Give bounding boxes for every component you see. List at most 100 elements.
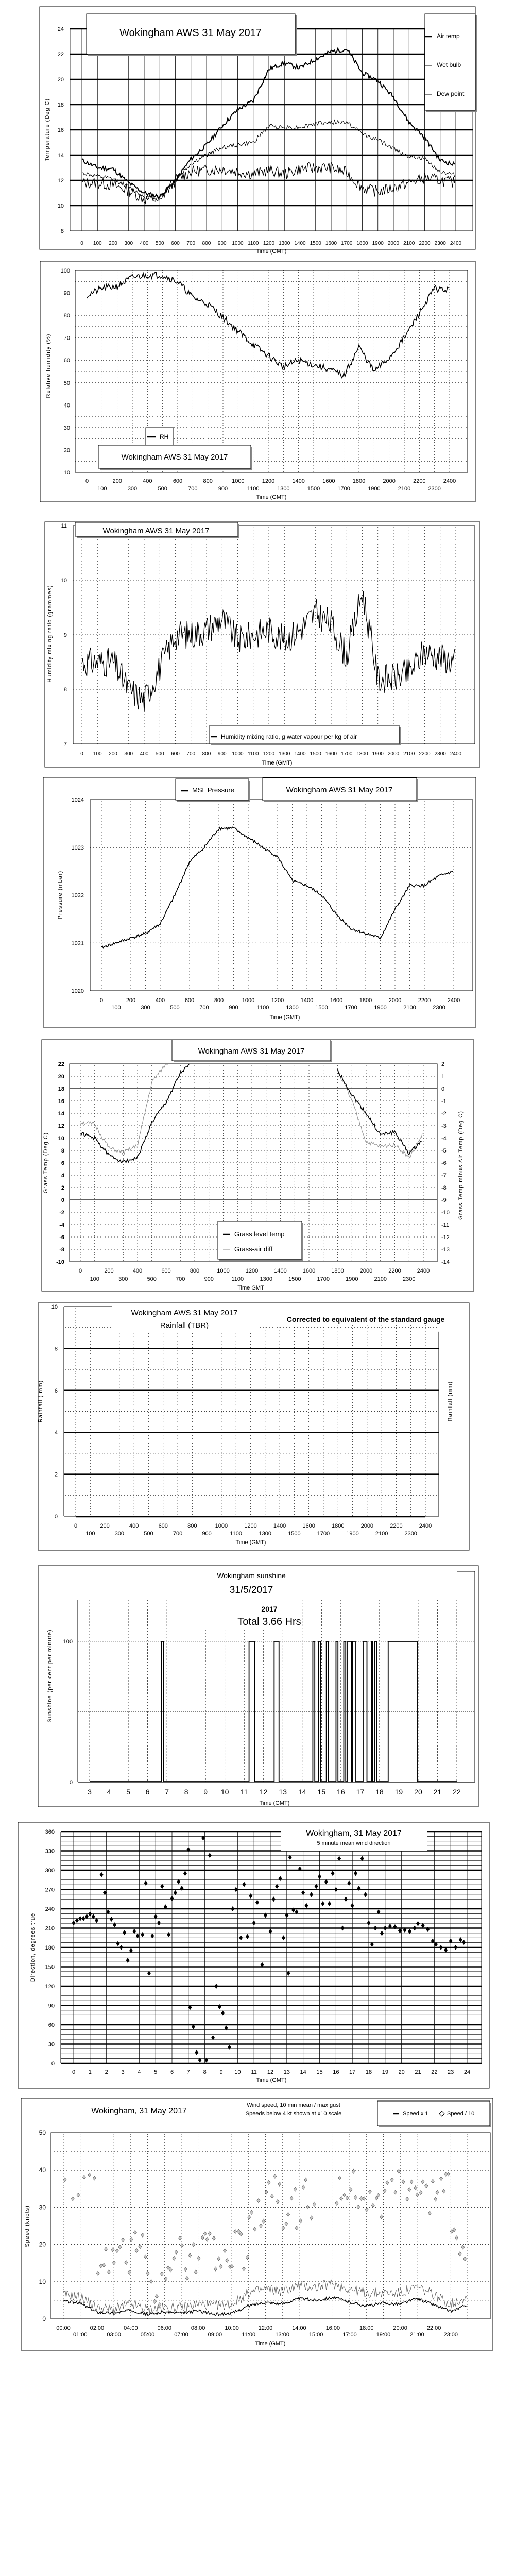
data-point: [135, 1933, 140, 1939]
x-tick: 1500: [310, 241, 322, 246]
x-tick: 1400: [273, 1523, 286, 1529]
x-tick: 1400: [301, 997, 313, 1004]
data-point: [447, 2172, 450, 2177]
x-axis-label: Time (GMT): [236, 1539, 266, 1546]
data-point: [164, 2276, 168, 2281]
x-tick: 2300: [435, 241, 447, 246]
x-tick: 13:00: [275, 2332, 289, 2338]
x-tick: 1800: [359, 997, 372, 1004]
y-tick: -2: [59, 1210, 64, 1216]
x-tick: 1400: [294, 751, 306, 757]
y-axis-label: Grass Temp (Deg C): [43, 1132, 49, 1194]
x-axis-label: Time (GMT): [255, 2341, 286, 2347]
x-tick: 22:00: [427, 2325, 441, 2331]
data-point: [153, 2299, 157, 2304]
data-point: [281, 2225, 285, 2231]
x-tick: 400: [129, 1523, 139, 1529]
data-point: [109, 1917, 113, 1922]
chart-date: 31/5/2017: [230, 1585, 273, 1596]
data-point: [362, 2196, 366, 2201]
data-point: [201, 1835, 205, 1841]
data-point: [107, 2269, 111, 2275]
x-tick: 00:00: [56, 2325, 71, 2331]
y-tick-right: 2: [441, 1061, 444, 1067]
data-point: [347, 1880, 351, 1886]
x-tick: 900: [218, 241, 227, 246]
data-point: [157, 1920, 161, 1926]
y-tick: -4: [59, 1222, 65, 1228]
data-point: [342, 2192, 347, 2198]
x-tick: 1800: [331, 1268, 344, 1274]
y-tick-right: -2: [441, 1111, 447, 1117]
legend-item: RH: [160, 433, 168, 440]
x-tick: 500: [144, 1531, 153, 1537]
x-tick: 13: [284, 2069, 290, 2075]
x-tick: 2200: [419, 241, 431, 246]
x-tick: 1700: [337, 486, 350, 492]
data-point: [203, 2231, 207, 2236]
diamond-icon: [439, 2111, 445, 2117]
data-point: [301, 1890, 305, 1895]
data-point: [223, 2248, 227, 2253]
x-tick: 20:00: [393, 2325, 407, 2331]
data-point: [383, 2188, 387, 2193]
x-tick: 200: [112, 478, 122, 484]
data-point: [72, 1920, 76, 1926]
x-tick: 700: [188, 486, 197, 492]
data-point: [337, 1856, 341, 1861]
x-axis-label: Time (GMT): [270, 1014, 300, 1021]
y-tick: 8: [55, 1346, 58, 1352]
series-gust: [63, 2279, 467, 2314]
x-tick: 21:00: [410, 2332, 424, 2338]
data-point: [204, 2057, 209, 2063]
x-tick: 2100: [374, 1276, 387, 1282]
data-point: [454, 1945, 458, 1950]
data-point: [278, 1876, 282, 1882]
x-tick: 1000: [242, 997, 254, 1004]
data-point: [112, 2260, 116, 2265]
data-point: [458, 1937, 462, 1942]
data-point: [174, 2249, 178, 2255]
x-tick: 600: [171, 751, 180, 757]
x-tick: 1500: [310, 751, 322, 757]
data-point: [214, 1984, 218, 1989]
data-point: [419, 2190, 423, 2195]
title-box: [98, 445, 251, 469]
x-tick: 2000: [360, 1268, 372, 1274]
data-point: [134, 2248, 139, 2253]
y-axis-label: Humidity mixing ratio (grammes): [47, 585, 53, 682]
x-tick: 3: [121, 2069, 124, 2075]
data-point: [242, 2266, 246, 2272]
legend-item: Speed x 1: [403, 2111, 428, 2117]
x-tick: 200: [126, 997, 135, 1004]
x-tick: 2300: [403, 1276, 415, 1282]
y-tick: 30: [48, 2042, 55, 2048]
data-point: [214, 2266, 218, 2272]
data-point: [339, 2196, 344, 2201]
data-point: [318, 1874, 321, 1879]
x-tick: 700: [176, 1276, 185, 1282]
x-tick: 600: [171, 241, 180, 246]
chart-frame: [18, 1822, 490, 2089]
y-tick: 1021: [72, 940, 84, 946]
x-tick: 18: [375, 1788, 384, 1796]
x-tick: 01:00: [73, 2332, 88, 2338]
y-tick: 6: [61, 1160, 64, 1166]
data-point: [132, 1928, 136, 1934]
x-tick: 1200: [246, 1268, 258, 1274]
data-point: [231, 1906, 235, 1911]
y-tick: 90: [48, 2003, 55, 2009]
x-tick: 11: [241, 1788, 248, 1796]
data-point: [102, 1890, 107, 1895]
x-tick: 2400: [417, 1268, 430, 1274]
x-tick: 2100: [403, 751, 415, 757]
data-point: [219, 2264, 223, 2269]
x-tick: 1200: [263, 751, 275, 757]
chart-frame: [43, 777, 476, 1028]
chart-title: Wokingham AWS 31 May 2017: [103, 527, 210, 535]
x-tick: 1300: [279, 751, 290, 757]
title-box: [86, 13, 296, 55]
data-point: [183, 2267, 187, 2272]
y-tick: 10: [39, 2278, 46, 2285]
data-point: [144, 1880, 148, 1886]
